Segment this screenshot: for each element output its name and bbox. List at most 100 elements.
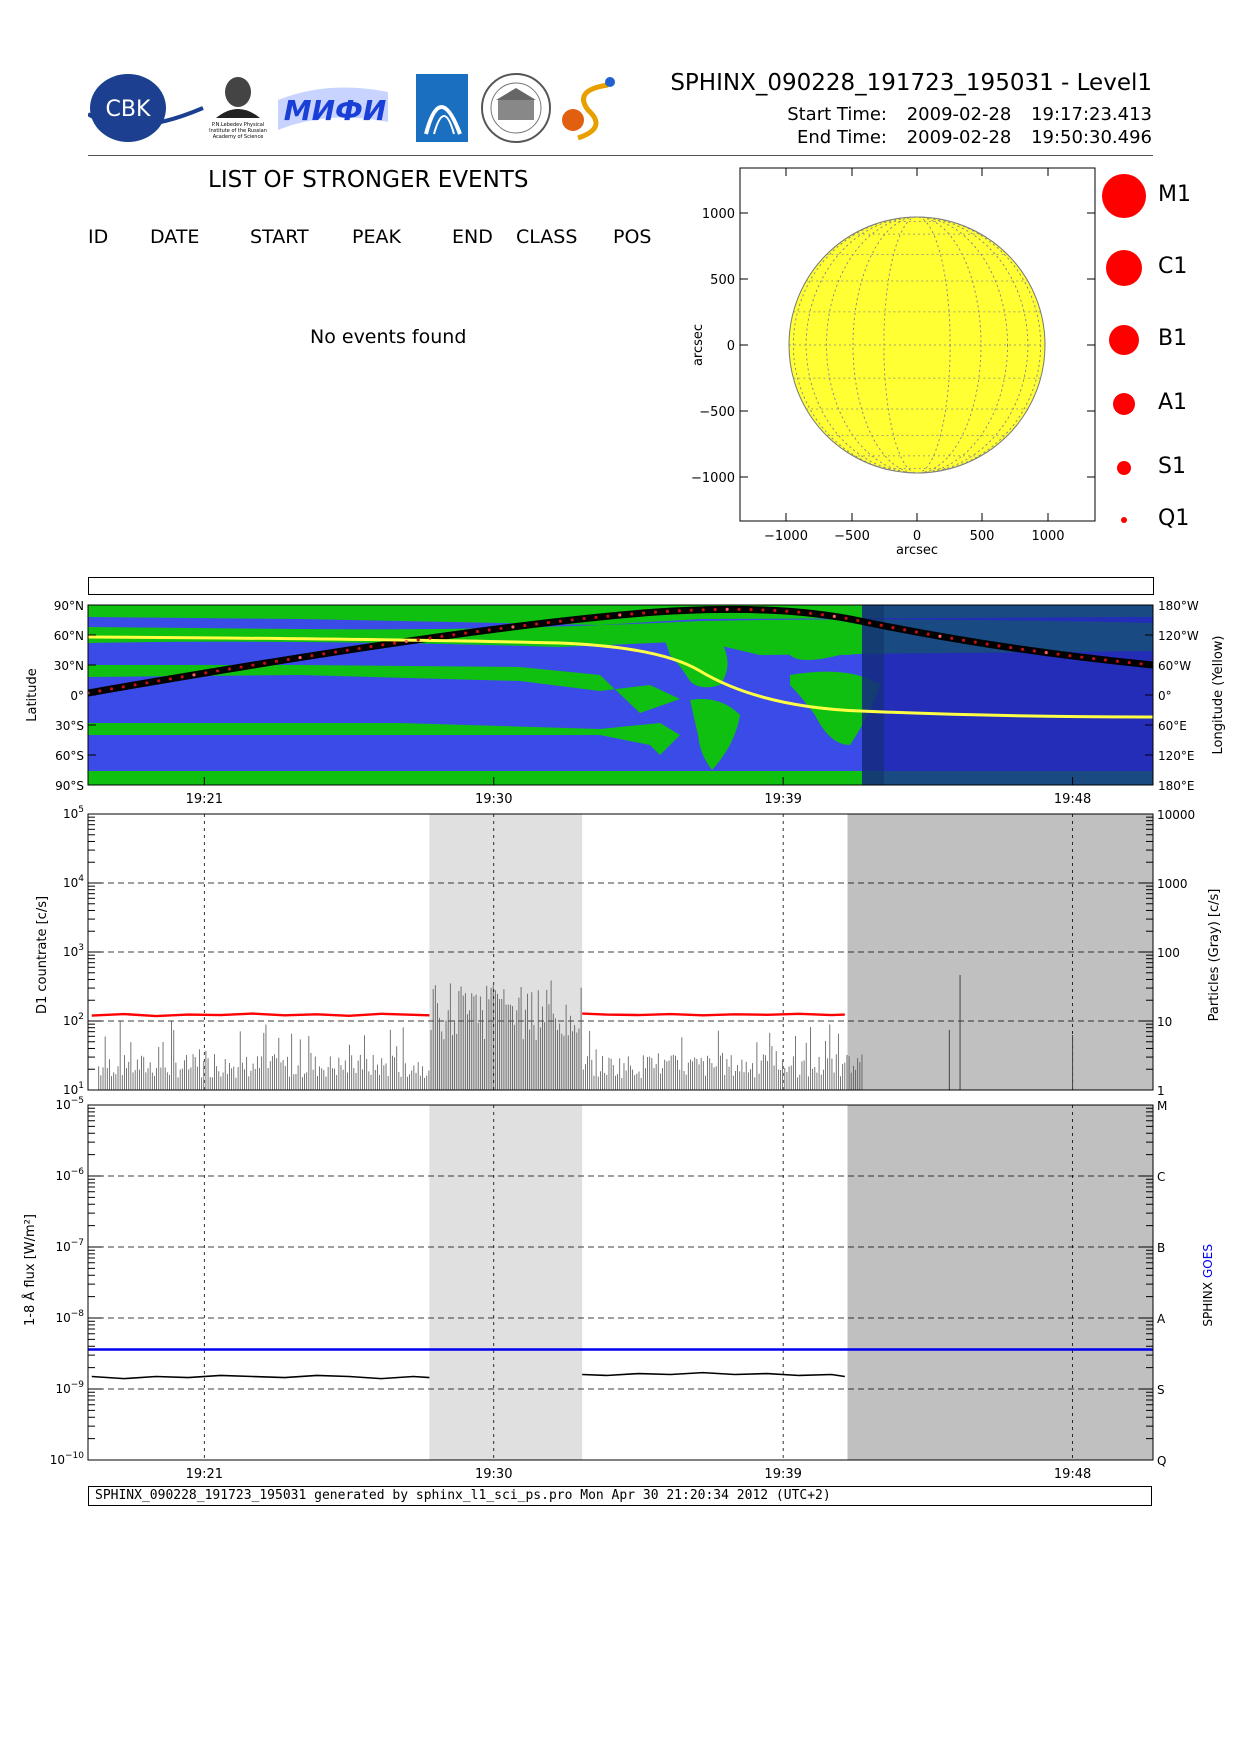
col-peak: PEAK — [352, 226, 401, 248]
solar-disk — [788, 216, 1046, 474]
right-tick-label: A — [1157, 1312, 1166, 1326]
sun-xtick-label: −500 — [834, 529, 870, 544]
orbit-panel: 90°N 60°N 30°N 0° 30°S 60°S 90°S 180°W 120°W 60°W… — [25, 599, 1226, 807]
track-dot — [844, 616, 848, 620]
ytick-base: 10 — [63, 807, 78, 821]
flux-legend: SPHINX GOES — [1201, 1244, 1215, 1327]
sun-map-ticks: −1000 −500 0 500 1000 1000 500 0 −500 −1000 — [691, 168, 1095, 544]
longitude-line — [805, 216, 1029, 474]
orbit-ylabel-right: Longitude (Yellow) — [1211, 636, 1226, 755]
track-dot — [808, 611, 813, 615]
col-pos: POS — [613, 226, 652, 248]
ytick-exp: −8 — [71, 1309, 85, 1319]
lat-tick-label: 30°N — [54, 659, 84, 673]
terminator — [862, 605, 884, 785]
lon-tick-label: 60°E — [1158, 719, 1187, 733]
ytick-base: 10 — [55, 1311, 70, 1325]
legend-class-s1: S1 — [1100, 448, 1220, 498]
sun-ytick-label: −1000 — [691, 471, 735, 486]
track-dot — [582, 617, 586, 621]
right-tick-label: 10000 — [1157, 808, 1195, 822]
lebedev-logo: P.N.Lebedev Physical Institute of the Ru… — [209, 75, 267, 140]
lat-tick-label: 60°N — [54, 629, 84, 643]
track-dot — [1092, 656, 1096, 661]
track-dot — [392, 641, 397, 645]
legend-class-q1: Q1 — [1100, 500, 1220, 550]
track-dot — [452, 633, 456, 637]
legend-sphinx: SPHINX — [1201, 1282, 1215, 1327]
track-dot — [192, 673, 196, 677]
svg-text:Institute of the Russian: Institute of the Russian — [209, 128, 267, 134]
track-dot — [903, 628, 907, 632]
track-dot — [109, 687, 114, 691]
col-date: DATE — [150, 226, 200, 248]
track-dot — [180, 675, 184, 679]
track-dot — [1115, 659, 1119, 663]
track-dots — [88, 607, 1143, 695]
track-dot — [761, 608, 765, 612]
ytick-exp: −6 — [71, 1167, 85, 1177]
track-dot — [797, 610, 801, 614]
sun-ytick-label: 500 — [710, 273, 735, 288]
track-dot — [879, 623, 883, 627]
track-dot — [938, 634, 942, 638]
start-date: 2009-02-28 — [906, 104, 1012, 125]
sun-map-xlabel: arcsec — [896, 543, 938, 558]
legend-class-a1: A1 — [1100, 384, 1220, 434]
orbit-time-label: 19:48 — [1054, 792, 1091, 807]
track-dot — [926, 632, 930, 636]
shaded-region — [429, 1105, 583, 1460]
sun-xtick-label: −1000 — [764, 529, 808, 544]
end-date: 2009-02-28 — [906, 127, 1012, 148]
legend-dot — [1113, 393, 1135, 415]
lon-tick-label: 120°W — [1158, 629, 1199, 643]
orbit-header-box — [88, 577, 1154, 595]
right-tick-label: Q — [1157, 1454, 1166, 1468]
sun-ytick-label: −500 — [699, 405, 735, 420]
ytick-label: 105 — [63, 805, 84, 821]
right-tick-label: 1 — [1157, 1084, 1165, 1098]
lat-tick-label: 30°S — [55, 719, 84, 733]
series-line — [582, 1371, 845, 1378]
svg-text:МИФИ: МИФИ — [284, 94, 387, 127]
ytick-base: 10 — [63, 945, 78, 959]
track-dot — [630, 612, 634, 616]
ytick-label: 10−6 — [55, 1167, 84, 1183]
track-dot — [416, 638, 420, 642]
track-dot — [1032, 649, 1036, 653]
longitude-line — [883, 216, 951, 474]
track-dot — [499, 626, 503, 631]
ytick-base: 10 — [55, 1169, 70, 1183]
track-dot — [950, 636, 954, 640]
class-legend: M1 C1 B1 A1 S1 Q1 — [1100, 160, 1220, 540]
track-dot — [820, 613, 825, 617]
right-tick-label: S — [1157, 1383, 1165, 1397]
countrate-ylabel: D1 countrate [c/s] — [35, 896, 50, 1014]
lat-tick-label: 90°N — [54, 599, 84, 613]
right-tick-label: C — [1157, 1170, 1165, 1184]
track-dot — [677, 609, 681, 613]
track-dot — [785, 609, 789, 613]
logos-svg: CBK P.N.Lebedev Physical Institute of th… — [86, 73, 615, 143]
ytick-exp: 3 — [78, 943, 84, 953]
legend-dot — [1117, 461, 1131, 475]
lon-tick-label: 120°E — [1158, 749, 1195, 763]
xtick-label: 19:39 — [764, 1467, 801, 1482]
ytick-base: 10 — [63, 1014, 78, 1028]
track-dot — [618, 613, 622, 617]
legend-label: B1 — [1158, 326, 1188, 351]
sun-ytick-label: 0 — [727, 339, 735, 354]
legend-dot — [1102, 174, 1146, 218]
right-tick-label: 100 — [1157, 946, 1180, 960]
lon-tick-label: 0° — [1158, 689, 1172, 703]
legend-label: C1 — [1158, 254, 1188, 279]
track-dot — [891, 625, 895, 630]
legend-class-c1: C1 — [1100, 248, 1220, 298]
ytick-exp: −5 — [71, 1096, 84, 1106]
ytick-exp: 1 — [78, 1081, 84, 1091]
end-time-row: End Time: 2009-02-28 19:50:30.496 — [797, 127, 1152, 148]
track-dot — [737, 607, 741, 612]
panel-frame — [87, 813, 1154, 1091]
track-dot — [487, 628, 491, 632]
